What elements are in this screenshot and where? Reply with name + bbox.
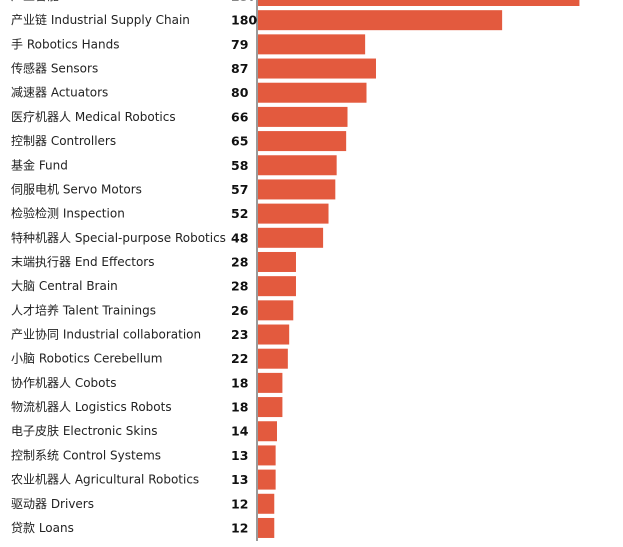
value-label-17: 18 [231, 400, 248, 415]
category-label-0: 产业智能AI [11, 0, 71, 3]
value-label-14: 23 [231, 327, 248, 342]
category-label-19: 控制系统 Control Systems [11, 448, 161, 462]
bar-8 [258, 179, 336, 200]
category-label-16: 协作机器人 Cobots [11, 375, 116, 390]
category-label-11: 末端执行器 End Effectors [11, 255, 155, 269]
bar-15 [258, 348, 288, 369]
value-label-3: 87 [231, 61, 248, 76]
value-label-8: 57 [231, 182, 248, 197]
bar-16 [258, 372, 283, 393]
bar-20 [258, 469, 276, 490]
bar-4 [258, 82, 367, 103]
value-label-16: 18 [231, 375, 248, 390]
category-label-14: 产业协同 Industrial collaboration [11, 327, 201, 342]
bar-0 [258, 0, 580, 6]
value-label-18: 14 [231, 424, 249, 439]
category-labels-group: 产业智能AI 产业链 Industrial Supply Chain 手 Robot… [11, 0, 226, 535]
category-label-7: 基金 Fund [11, 157, 68, 172]
value-labels-group: 237 180 79 87 80 66 65 58 57 52 48 28 28 26 23 22 18 18 14… [231, 0, 257, 535]
category-label-15: 小脑 Robotics Cerebellum [11, 352, 162, 366]
bar-19 [258, 445, 276, 466]
bars-group [258, 0, 580, 538]
value-label-13: 26 [231, 303, 249, 318]
category-label-20: 农业机器人 Agricultural Robotics [11, 473, 199, 487]
bar-17 [258, 397, 283, 418]
bar-6 [258, 131, 347, 152]
category-label-21: 驱动器 Drivers [11, 497, 94, 511]
value-label-7: 58 [231, 158, 248, 173]
bar-7 [258, 155, 337, 176]
value-label-20: 13 [231, 472, 248, 487]
category-label-3: 传感器 Sensors [11, 61, 98, 76]
value-label-11: 28 [231, 254, 248, 269]
value-label-0: 237 [231, 0, 257, 4]
bar-13 [258, 300, 294, 321]
category-label-22: 贷款 Loans [11, 521, 74, 535]
category-label-12: 大脑 Central Brain [11, 279, 118, 293]
value-label-10: 48 [231, 230, 248, 245]
value-label-15: 22 [231, 351, 248, 366]
category-label-2: 手 Robotics Hands [11, 37, 119, 51]
category-label-9: 检验检测 Inspection [11, 206, 125, 221]
bar-12 [258, 276, 296, 297]
value-label-21: 12 [231, 496, 248, 511]
value-label-2: 79 [231, 37, 248, 52]
category-label-1: 产业链 Industrial Supply Chain [11, 12, 190, 27]
bar-2 [258, 34, 366, 55]
value-label-12: 28 [231, 279, 248, 294]
bar-5 [258, 106, 348, 127]
category-label-18: 电子皮肤 Electronic Skins [11, 423, 158, 438]
value-label-9: 52 [231, 206, 248, 221]
value-label-6: 65 [231, 134, 248, 149]
bar-18 [258, 421, 277, 442]
bar-11 [258, 251, 296, 272]
bar-1 [258, 10, 503, 31]
category-label-8: 伺服电机 Servo Motors [11, 182, 142, 196]
category-label-13: 人才培养 Talent Trainings [11, 302, 156, 317]
bar-14 [258, 324, 290, 345]
value-label-22: 12 [231, 520, 248, 535]
bar-3 [258, 58, 376, 79]
category-label-6: 控制器 Controllers [11, 134, 116, 148]
bar-22 [258, 517, 275, 538]
bar-21 [258, 493, 275, 514]
bar-9 [258, 203, 329, 224]
category-label-5: 医疗机器人 Medical Robotics [11, 110, 176, 124]
bar-10 [258, 227, 324, 248]
category-label-10: 特种机器人 Special-purpose Robotics [11, 230, 226, 245]
category-label-4: 减速器 Actuators [11, 86, 108, 100]
value-label-5: 66 [231, 109, 249, 124]
value-label-4: 80 [231, 85, 249, 100]
value-label-1: 180 [231, 13, 257, 28]
category-label-17: 物流机器人 Logistics Robots [11, 400, 172, 414]
value-label-19: 13 [231, 448, 248, 463]
